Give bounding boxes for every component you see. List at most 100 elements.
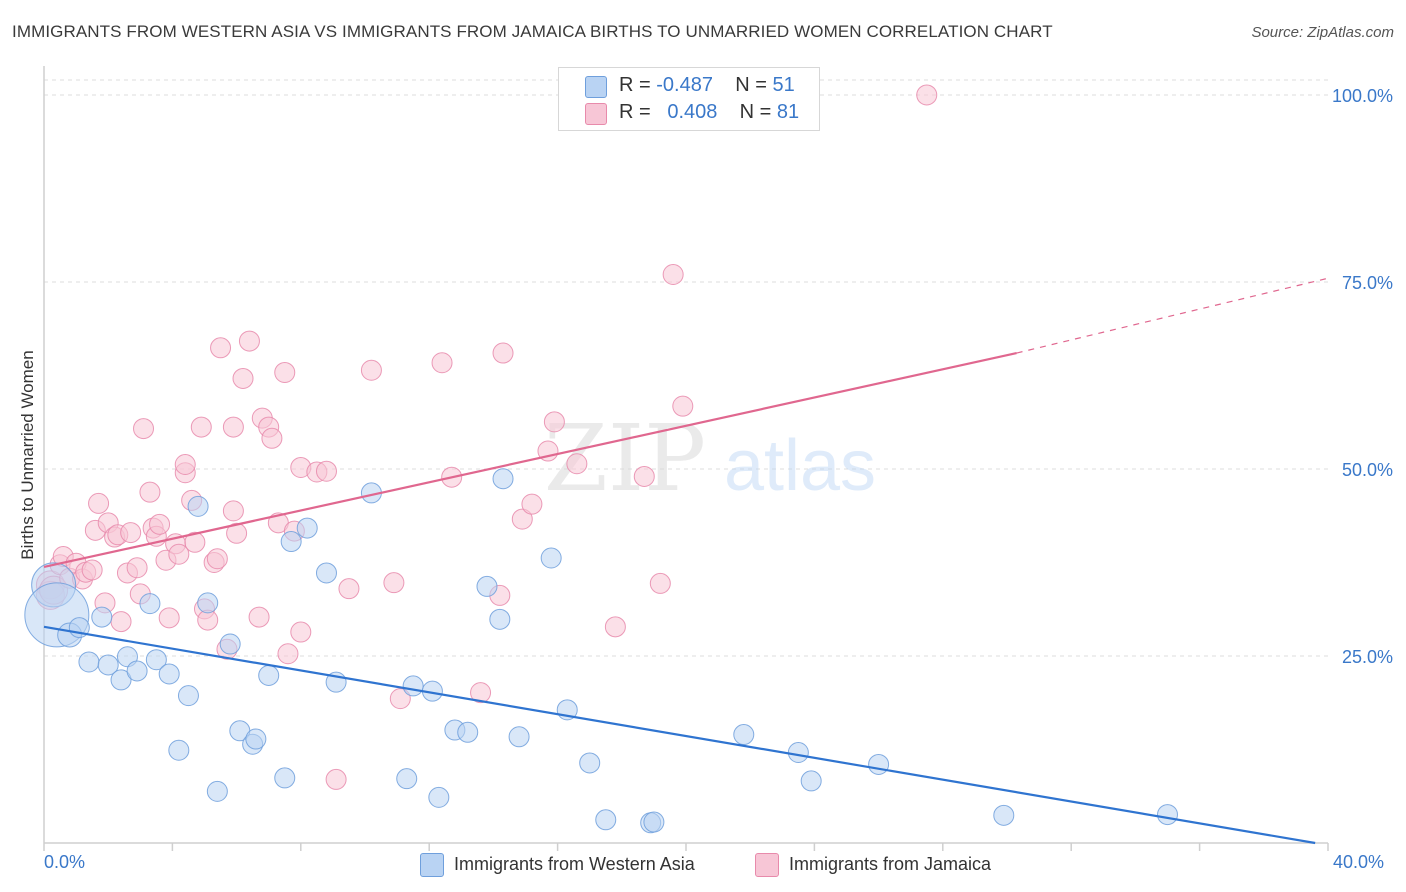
jamaica-point <box>174 453 196 475</box>
jamaica-point <box>383 572 405 594</box>
jamaica-point <box>126 557 148 579</box>
jamaica-point <box>566 453 588 475</box>
jamaica-point <box>238 330 260 352</box>
jamaica-point <box>470 682 492 704</box>
n-label: N = <box>739 101 772 123</box>
jamaica-point <box>274 361 296 383</box>
jamaica-point <box>110 611 132 633</box>
n-label: N = <box>735 74 767 96</box>
western-asia-point <box>219 633 241 655</box>
western-asia-point <box>139 593 161 615</box>
jamaica-point <box>261 427 283 449</box>
jamaica-point <box>158 607 180 629</box>
western-asia-point <box>78 651 100 673</box>
legend-label-western-asia: Immigrants from Western Asia <box>454 854 695 874</box>
jamaica-point <box>184 531 206 553</box>
jamaica-point <box>226 522 248 544</box>
western-asia-point <box>296 517 318 539</box>
jamaica-point <box>290 621 312 643</box>
western-asia-point <box>126 660 148 682</box>
y-tick-labels: 25.0% 50.0% 75.0% 100.0% <box>1332 86 1393 667</box>
jamaica-point <box>149 513 171 535</box>
chart-title: IMMIGRANTS FROM WESTERN ASIA VS IMMIGRAN… <box>12 22 1053 41</box>
jamaica-point <box>210 337 232 359</box>
western-asia-point <box>158 663 180 685</box>
jamaica-point <box>248 606 270 628</box>
western-asia-point <box>258 664 280 686</box>
correlation-legend: R = -0.487 N = 51 R = 0.408 N = 81 <box>558 67 820 131</box>
trend-lines <box>43 277 1329 845</box>
jamaica-point <box>662 263 684 285</box>
source-credit: Source: ZipAtlas.com <box>1251 24 1394 41</box>
r-label: R = <box>619 74 651 96</box>
western-asia-point <box>579 752 601 774</box>
western-asia-point <box>476 575 498 597</box>
legend-swatch-western-asia <box>585 76 607 98</box>
axes <box>43 66 1329 851</box>
western-asia-point <box>245 728 267 750</box>
trend-line-jamaica-extension <box>1016 277 1329 354</box>
r-value: 0.408 <box>667 101 718 123</box>
western-asia-point <box>508 726 530 748</box>
western-asia-point <box>457 721 479 743</box>
x-axis-min-label: 0.0% <box>44 852 86 872</box>
jamaica-point <box>222 500 244 522</box>
jamaica-point <box>389 688 411 710</box>
western-asia-point <box>315 562 337 584</box>
trend-line-jamaica <box>43 351 1017 569</box>
jamaica-point <box>120 522 142 544</box>
r-value: -0.487 <box>656 74 713 96</box>
western-asia-point <box>1157 804 1178 826</box>
western-asia-point <box>145 649 167 671</box>
western-asia-point <box>206 780 228 802</box>
western-asia-point <box>643 811 665 833</box>
jamaica-point <box>315 460 337 482</box>
jamaica-point <box>277 643 299 665</box>
western-asia-point <box>787 741 809 763</box>
jamaica-point <box>649 572 671 594</box>
western-asia-point <box>489 608 511 630</box>
western-asia-point <box>274 767 296 789</box>
y-tick-label: 25.0% <box>1342 647 1393 667</box>
trend-line-western-asia <box>43 625 1316 845</box>
western-asia-point <box>396 768 418 790</box>
western-asia-point <box>197 592 219 614</box>
jamaica-points <box>35 84 938 790</box>
n-value: 81 <box>776 101 800 123</box>
y-tick-label: 75.0% <box>1342 273 1393 293</box>
western-asia-point <box>733 724 755 746</box>
watermark-atlas: atlas <box>724 426 876 506</box>
western-asia-point <box>868 753 890 775</box>
jamaica-point <box>88 492 110 514</box>
jamaica-point <box>604 616 626 638</box>
legend-swatch-western-asia <box>420 853 444 877</box>
legend-swatch-jamaica <box>585 103 607 125</box>
jamaica-point <box>672 395 694 417</box>
gridlines <box>44 79 1328 657</box>
western-asia-point <box>110 669 132 691</box>
jamaica-point <box>338 578 360 600</box>
y-tick-label: 50.0% <box>1342 460 1393 480</box>
western-asia-point <box>993 804 1015 826</box>
n-value: 51 <box>772 74 795 96</box>
western-asia-point <box>595 809 617 831</box>
jamaica-point <box>222 416 244 438</box>
jamaica-point <box>232 367 254 389</box>
jamaica-point <box>492 342 514 364</box>
western-asia-point <box>540 547 562 569</box>
jamaica-point <box>168 543 190 565</box>
r-label: R = <box>619 101 651 123</box>
jamaica-point <box>521 493 543 515</box>
legend-swatch-jamaica <box>755 853 779 877</box>
western-asia-point <box>800 770 822 792</box>
jamaica-point <box>190 416 212 438</box>
western-asia-point <box>280 531 302 553</box>
western-asia-point <box>492 468 514 490</box>
y-tick-label: 100.0% <box>1332 86 1393 106</box>
western-asia-point <box>402 675 424 697</box>
legend-label-jamaica: Immigrants from Jamaica <box>789 854 992 874</box>
jamaica-point <box>360 359 382 381</box>
jamaica-point <box>431 352 453 374</box>
jamaica-point <box>206 548 228 570</box>
